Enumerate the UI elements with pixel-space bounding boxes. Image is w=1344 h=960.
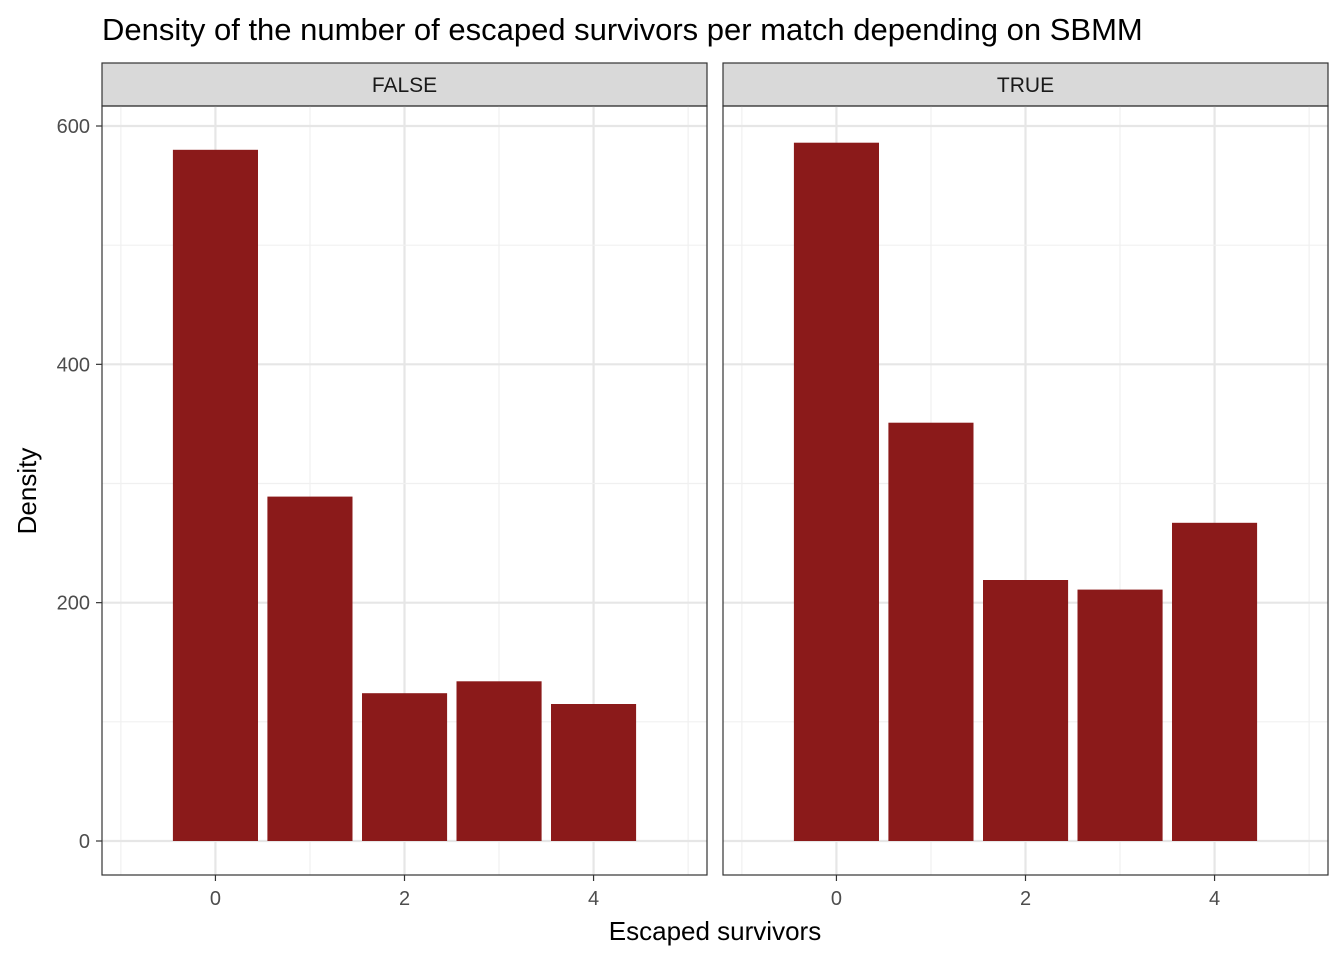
bar-x-1 — [888, 422, 974, 841]
bar-x-0 — [793, 142, 879, 841]
bars — [793, 142, 1258, 841]
strip-background — [101, 62, 708, 107]
y-tick-label: 400 — [57, 354, 90, 376]
bar-x-1 — [267, 496, 353, 841]
y-axis: 0 200 400 600 — [57, 116, 102, 853]
y-tick-label: 200 — [57, 593, 90, 615]
x-tick-label: 4 — [1209, 888, 1220, 910]
bar-x-2 — [983, 580, 1069, 841]
y-tick-label: 600 — [57, 116, 90, 138]
x-axis-true: 0 2 4 — [831, 875, 1220, 910]
bar-x-4 — [1172, 522, 1258, 841]
bar-x-3 — [1077, 589, 1163, 841]
strip-label-false: FALSE — [372, 74, 437, 97]
y-tick-label: 0 — [79, 831, 90, 853]
facet-panel-false: FALSE — [101, 62, 708, 876]
bar-x-2 — [362, 693, 448, 841]
bar-x-4 — [551, 704, 637, 841]
bars — [172, 149, 637, 842]
bar-x-3 — [456, 681, 542, 841]
x-axis-title: Escaped survivors — [609, 916, 821, 946]
y-axis-title: Density — [12, 448, 42, 535]
x-tick-label: 2 — [1020, 888, 1031, 910]
facet-panel-true: TRUE — [722, 62, 1329, 876]
bar-x-0 — [172, 149, 258, 842]
strip-label-true: TRUE — [997, 74, 1054, 97]
x-tick-label: 2 — [399, 888, 410, 910]
chart-title: Density of the number of escaped survivo… — [102, 12, 1143, 47]
x-axis-false: 0 2 4 — [210, 875, 599, 910]
x-tick-label: 0 — [210, 888, 221, 910]
x-tick-label: 0 — [831, 888, 842, 910]
x-tick-label: 4 — [588, 888, 599, 910]
